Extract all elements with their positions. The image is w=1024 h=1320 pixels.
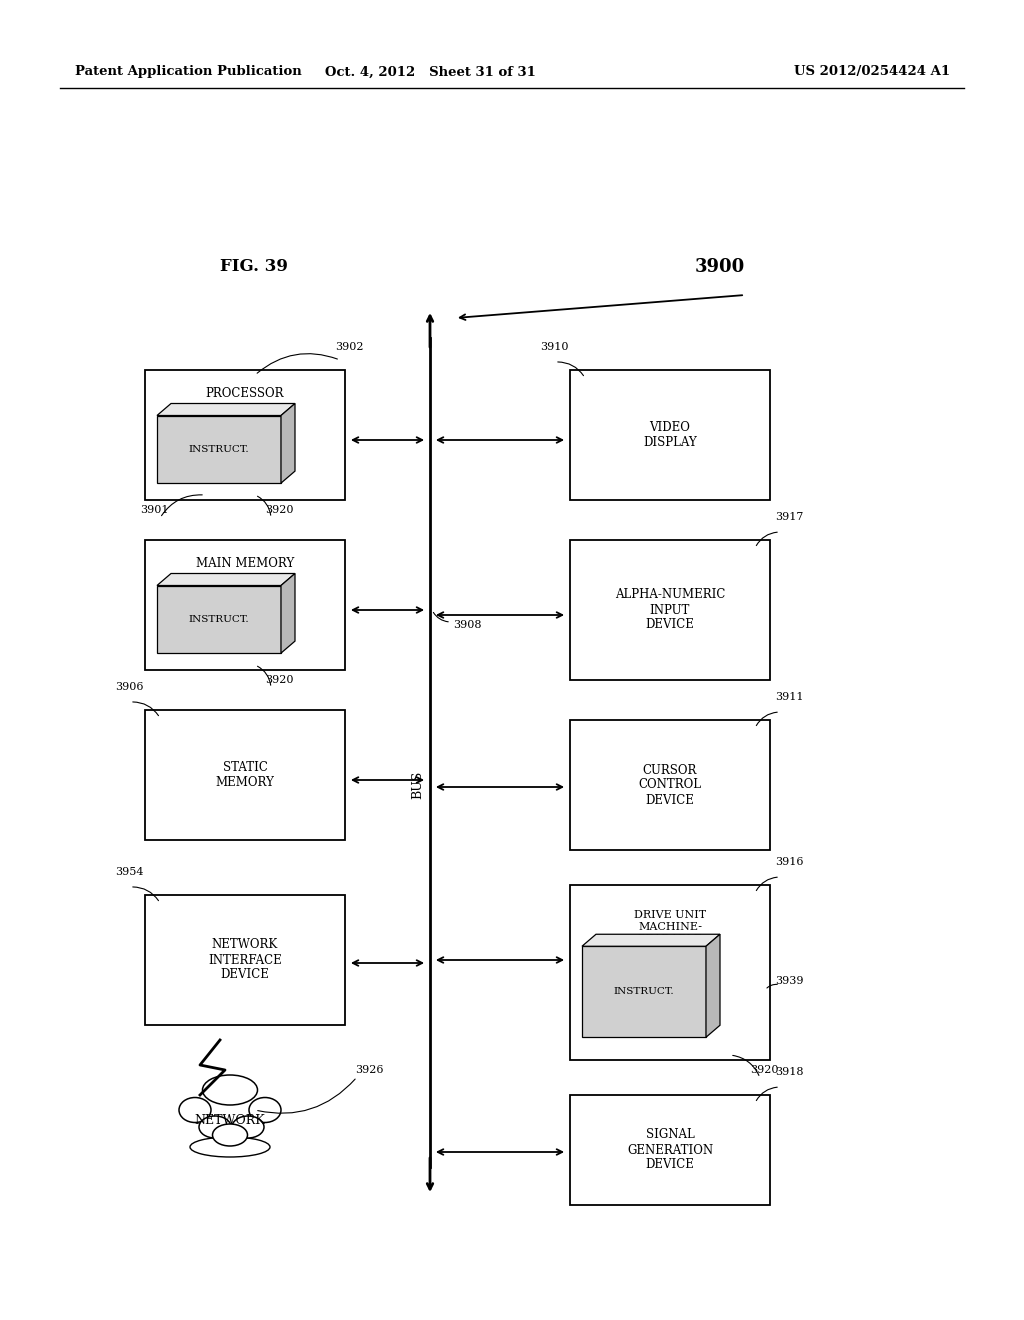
Polygon shape [281,404,295,483]
Ellipse shape [203,1074,257,1105]
Text: BUS: BUS [412,771,425,799]
Text: 3954: 3954 [115,867,143,876]
Text: 3920: 3920 [265,506,294,515]
Bar [145,895,345,1026]
Text: Oct. 4, 2012   Sheet 31 of 31: Oct. 4, 2012 Sheet 31 of 31 [325,66,536,78]
Text: 3920: 3920 [265,675,294,685]
Text: INSTRUCT.: INSTRUCT. [613,987,675,997]
Bar [570,884,770,1060]
Text: 3917: 3917 [775,512,804,521]
Text: SIGNAL
GENERATION
DEVICE: SIGNAL GENERATION DEVICE [627,1129,713,1172]
Text: 3920: 3920 [750,1065,778,1074]
Ellipse shape [179,1097,211,1122]
Text: 3939: 3939 [775,977,804,986]
Text: NETWORK
INTERFACE
DEVICE: NETWORK INTERFACE DEVICE [208,939,282,982]
Bar [582,946,706,1038]
Text: 3916: 3916 [775,857,804,867]
Bar [145,710,345,840]
Ellipse shape [213,1125,248,1146]
Text: MAIN MEMORY: MAIN MEMORY [196,557,294,570]
Bar [570,1096,770,1205]
Bar [157,586,281,653]
Text: 3902: 3902 [335,342,364,352]
Bar [570,370,770,500]
Text: INSTRUCT.: INSTRUCT. [188,445,249,454]
Text: PROCESSOR: PROCESSOR [206,387,285,400]
Text: FIG. 39: FIG. 39 [220,257,288,275]
Text: DRIVE UNIT
MACHINE-
READABLE
MEDIUM: DRIVE UNIT MACHINE- READABLE MEDIUM [634,911,707,956]
Text: US 2012/0254424 A1: US 2012/0254424 A1 [794,66,950,78]
Text: 3918: 3918 [775,1067,804,1077]
Text: 3911: 3911 [775,692,804,702]
Text: NETWORK: NETWORK [195,1114,265,1126]
Bar [145,370,345,500]
Text: ALPHA-NUMERIC
INPUT
DEVICE: ALPHA-NUMERIC INPUT DEVICE [614,589,725,631]
Polygon shape [706,935,720,1038]
Text: 3910: 3910 [540,342,568,352]
Polygon shape [157,573,295,586]
Text: STATIC
MEMORY: STATIC MEMORY [216,762,274,789]
Bar [157,416,281,483]
Ellipse shape [190,1137,270,1158]
Text: Patent Application Publication: Patent Application Publication [75,66,302,78]
Text: 3908: 3908 [453,620,481,630]
Text: VIDEO
DISPLAY: VIDEO DISPLAY [643,421,697,449]
Ellipse shape [249,1097,281,1122]
Polygon shape [582,935,720,946]
Bar [145,540,345,671]
Text: 3906: 3906 [115,682,143,692]
Polygon shape [157,404,295,416]
Ellipse shape [232,1115,264,1138]
Text: CURSOR
CONTROL
DEVICE: CURSOR CONTROL DEVICE [639,763,701,807]
Text: 3901: 3901 [140,506,169,515]
Polygon shape [281,573,295,653]
Text: INSTRUCT.: INSTRUCT. [188,615,249,624]
Text: 3926: 3926 [355,1065,384,1074]
Text: 3900: 3900 [695,257,745,276]
Bar [570,540,770,680]
Ellipse shape [199,1115,231,1138]
Bar [570,719,770,850]
